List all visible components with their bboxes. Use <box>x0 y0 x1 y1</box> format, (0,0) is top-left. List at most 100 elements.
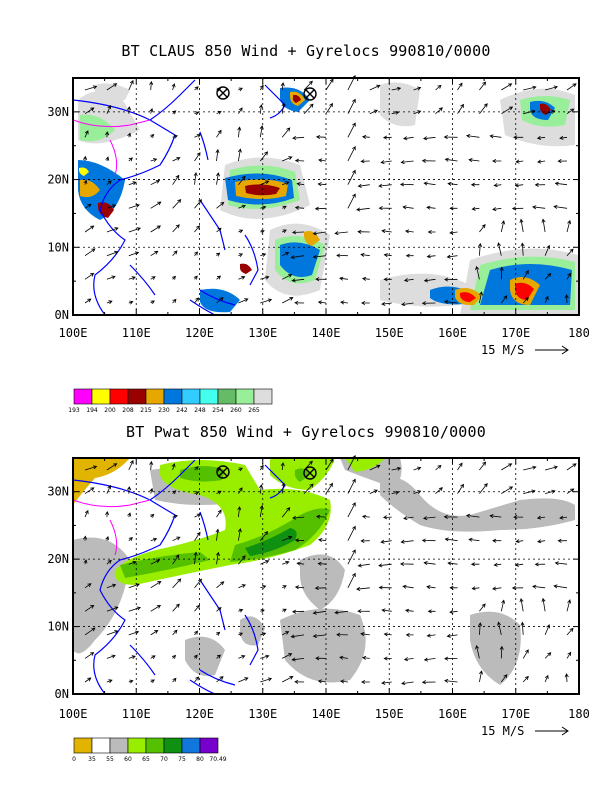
wind-vector <box>339 276 348 281</box>
wind-vector <box>149 80 154 91</box>
wind-vector <box>84 509 89 518</box>
wind-vector <box>554 561 568 566</box>
wind-vector <box>294 205 305 210</box>
wind-vector <box>361 276 370 281</box>
wind-vector <box>128 276 136 281</box>
wind-vector <box>238 175 246 185</box>
wind-vector <box>84 203 92 209</box>
lon-label: 140E <box>312 707 341 721</box>
wind-vector <box>128 583 140 589</box>
wind-vector <box>470 182 480 187</box>
colorbar-label: 265 <box>248 407 260 414</box>
wind-vector <box>421 538 436 543</box>
wind-vector <box>259 504 264 518</box>
wind-vector <box>128 203 140 209</box>
wind-vector <box>84 627 96 636</box>
wind-vector <box>435 464 442 471</box>
lon-label: 180 <box>568 326 590 340</box>
wind-vector <box>523 109 536 115</box>
lon-label: 140E <box>312 326 341 340</box>
wind-vector <box>194 152 201 162</box>
wind-vector <box>361 514 370 519</box>
colorbar-label: 70.49 <box>209 756 226 763</box>
wind-vector <box>493 183 502 188</box>
wind-vector <box>281 127 291 138</box>
wind-vector <box>281 507 291 518</box>
wind-vector <box>479 483 488 494</box>
wind-vector <box>544 652 552 659</box>
wind-vector <box>314 586 327 591</box>
wind-vector <box>194 491 200 496</box>
wind-vector <box>378 206 392 211</box>
wind-vector <box>282 676 294 683</box>
wind-vector <box>194 297 200 304</box>
wind-vector <box>238 632 244 637</box>
wind-vector <box>106 180 112 185</box>
wind-vector <box>149 487 154 494</box>
wind-vector <box>172 174 180 185</box>
gyre-location-marker <box>303 87 317 101</box>
wind-vector <box>340 679 348 684</box>
colorbar-label: 70 <box>160 756 168 763</box>
wind-vector <box>172 224 180 233</box>
wind-vector <box>544 295 549 304</box>
colorbar-swatch <box>181 388 201 405</box>
wind-vector <box>566 83 577 91</box>
colorbar-label: 75 <box>178 756 186 763</box>
colorbar-label: 55 <box>106 756 114 763</box>
wind-vector <box>426 585 436 590</box>
wind-vector <box>475 265 480 280</box>
wind-vector <box>237 527 242 541</box>
wind-vector <box>357 609 370 614</box>
wind-vector <box>537 539 546 544</box>
wind-vector <box>566 651 572 659</box>
wind-vector <box>357 183 370 188</box>
wind-vector <box>216 607 222 612</box>
wind-vector <box>238 107 243 114</box>
wind-vector <box>238 467 243 472</box>
wind-vector <box>128 227 142 233</box>
wind-vector <box>259 151 269 162</box>
wind-vector <box>493 562 502 567</box>
panel-1-ticks <box>72 77 580 316</box>
wind-vector <box>312 633 327 638</box>
wind-vector <box>449 585 458 590</box>
wind-vector <box>422 136 436 141</box>
wind-vector <box>172 578 182 589</box>
wind-vector <box>347 122 356 138</box>
wind-vector <box>492 158 502 164</box>
wind-vector <box>513 515 524 520</box>
wind-vector <box>360 159 370 164</box>
lat-label: 20N <box>47 552 69 566</box>
wind-vector <box>172 554 180 565</box>
wind-vector <box>303 103 314 114</box>
lat-label: 30N <box>47 105 69 119</box>
wind-vector <box>317 679 327 684</box>
colorbar-swatch <box>217 388 237 405</box>
wind-vector <box>383 632 392 637</box>
wind-vector <box>465 513 480 518</box>
wind-vector <box>171 654 176 659</box>
wind-vector <box>325 458 334 471</box>
lon-label: 160E <box>438 707 467 721</box>
colorbar-swatch <box>127 388 147 405</box>
wind-vector <box>216 676 224 683</box>
panel-2-colorbar: 0 35 55 60 65 70 75 80 70.49 <box>72 737 227 763</box>
wind-vector <box>457 103 464 114</box>
wind-vector <box>361 679 370 685</box>
wind-vector <box>444 277 458 282</box>
wind-vector <box>347 502 356 518</box>
wind-vector <box>553 584 568 589</box>
wind-vector <box>84 583 92 589</box>
wind-vector <box>237 126 242 138</box>
wind-vector <box>325 78 334 91</box>
wind-vector <box>325 102 333 114</box>
wind-vector <box>84 298 92 304</box>
lat-label: 30N <box>47 485 69 499</box>
wind-vector <box>369 489 378 494</box>
wind-vector <box>172 514 179 519</box>
wind-vector <box>171 83 176 91</box>
wind-vector <box>216 297 224 304</box>
wind-vector <box>281 102 286 114</box>
wind-vector <box>294 679 305 684</box>
